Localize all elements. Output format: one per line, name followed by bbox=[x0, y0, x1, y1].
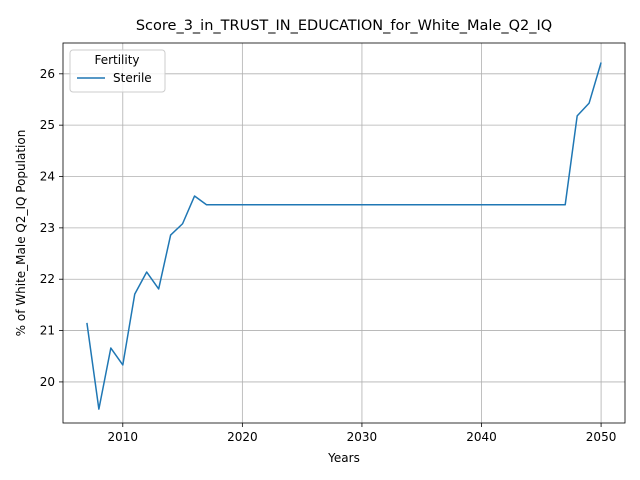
y-tick-label: 25 bbox=[40, 118, 55, 132]
x-tick-label: 2050 bbox=[586, 430, 617, 444]
y-tick-label: 22 bbox=[40, 272, 55, 286]
y-axis: 20 21 22 23 24 25 26 bbox=[40, 67, 63, 389]
y-tick-label: 24 bbox=[40, 170, 55, 184]
y-tick-label: 21 bbox=[40, 324, 55, 338]
x-tick-label: 2030 bbox=[347, 430, 378, 444]
y-tick-label: 26 bbox=[40, 67, 55, 81]
legend-title: Fertility bbox=[94, 53, 139, 67]
series-line-sterile bbox=[86, 62, 602, 410]
plot-frame bbox=[62, 42, 626, 424]
legend-label-sterile: Sterile bbox=[113, 71, 152, 85]
x-axis-label: Years bbox=[327, 451, 360, 465]
x-axis: 2010 2020 2030 2040 2050 bbox=[108, 423, 617, 444]
legend: Fertility Sterile bbox=[69, 49, 166, 93]
y-tick-label: 20 bbox=[40, 375, 55, 389]
chart-title: Score_3_in_TRUST_IN_EDUCATION_for_White_… bbox=[136, 18, 552, 34]
y-axis-label: % of White_Male Q2_IQ Population bbox=[14, 130, 28, 337]
x-tick-label: 2020 bbox=[227, 430, 258, 444]
series-layer bbox=[86, 62, 602, 410]
y-tick-label: 23 bbox=[40, 221, 55, 235]
x-tick-label: 2040 bbox=[466, 430, 497, 444]
legend-box bbox=[69, 49, 166, 93]
x-tick-label: 2010 bbox=[108, 430, 139, 444]
grid bbox=[63, 43, 625, 423]
